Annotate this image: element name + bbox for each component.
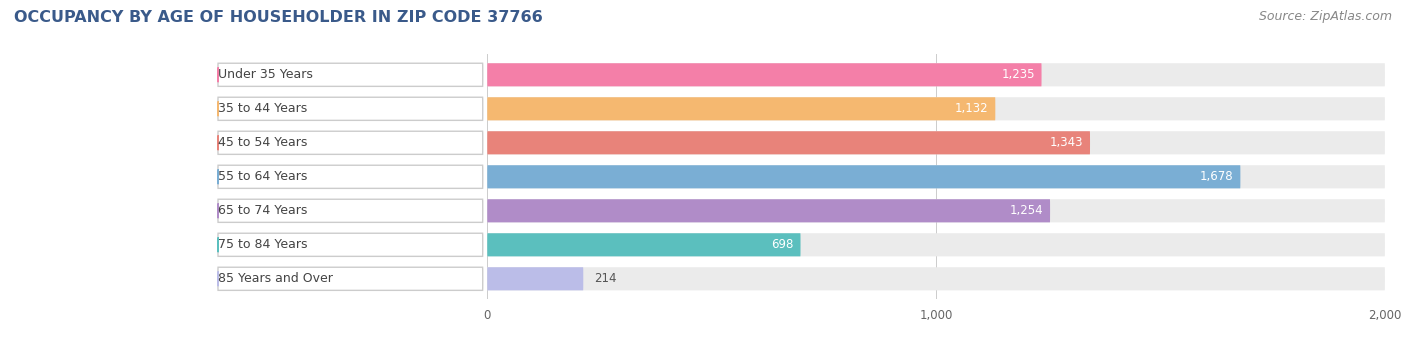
Text: 45 to 54 Years: 45 to 54 Years [218,136,308,149]
FancyBboxPatch shape [488,97,995,120]
FancyBboxPatch shape [218,165,482,188]
Text: Under 35 Years: Under 35 Years [218,68,314,81]
FancyBboxPatch shape [488,63,1042,86]
FancyBboxPatch shape [488,199,1050,222]
FancyBboxPatch shape [488,233,800,256]
FancyBboxPatch shape [488,165,1240,188]
Text: 75 to 84 Years: 75 to 84 Years [218,238,308,251]
FancyBboxPatch shape [218,131,482,154]
Text: 1,132: 1,132 [955,102,988,115]
Text: OCCUPANCY BY AGE OF HOUSEHOLDER IN ZIP CODE 37766: OCCUPANCY BY AGE OF HOUSEHOLDER IN ZIP C… [14,10,543,25]
Text: 698: 698 [772,238,794,251]
FancyBboxPatch shape [218,97,482,120]
Text: 65 to 74 Years: 65 to 74 Years [218,204,308,217]
Text: 1,235: 1,235 [1001,68,1035,81]
Text: 1,343: 1,343 [1050,136,1083,149]
FancyBboxPatch shape [488,97,1385,120]
FancyBboxPatch shape [488,131,1385,154]
FancyBboxPatch shape [218,267,482,290]
FancyBboxPatch shape [488,199,1385,222]
Text: 85 Years and Over: 85 Years and Over [218,272,333,285]
FancyBboxPatch shape [218,233,482,256]
Text: Source: ZipAtlas.com: Source: ZipAtlas.com [1258,10,1392,23]
FancyBboxPatch shape [488,131,1090,154]
FancyBboxPatch shape [488,165,1385,188]
FancyBboxPatch shape [488,63,1385,86]
FancyBboxPatch shape [488,233,1385,256]
Text: 1,254: 1,254 [1010,204,1043,217]
FancyBboxPatch shape [218,199,482,222]
Text: 1,678: 1,678 [1201,170,1233,183]
FancyBboxPatch shape [218,63,482,86]
Text: 55 to 64 Years: 55 to 64 Years [218,170,308,183]
Text: 214: 214 [595,272,617,285]
Text: 35 to 44 Years: 35 to 44 Years [218,102,308,115]
FancyBboxPatch shape [488,267,1385,290]
FancyBboxPatch shape [488,267,583,290]
